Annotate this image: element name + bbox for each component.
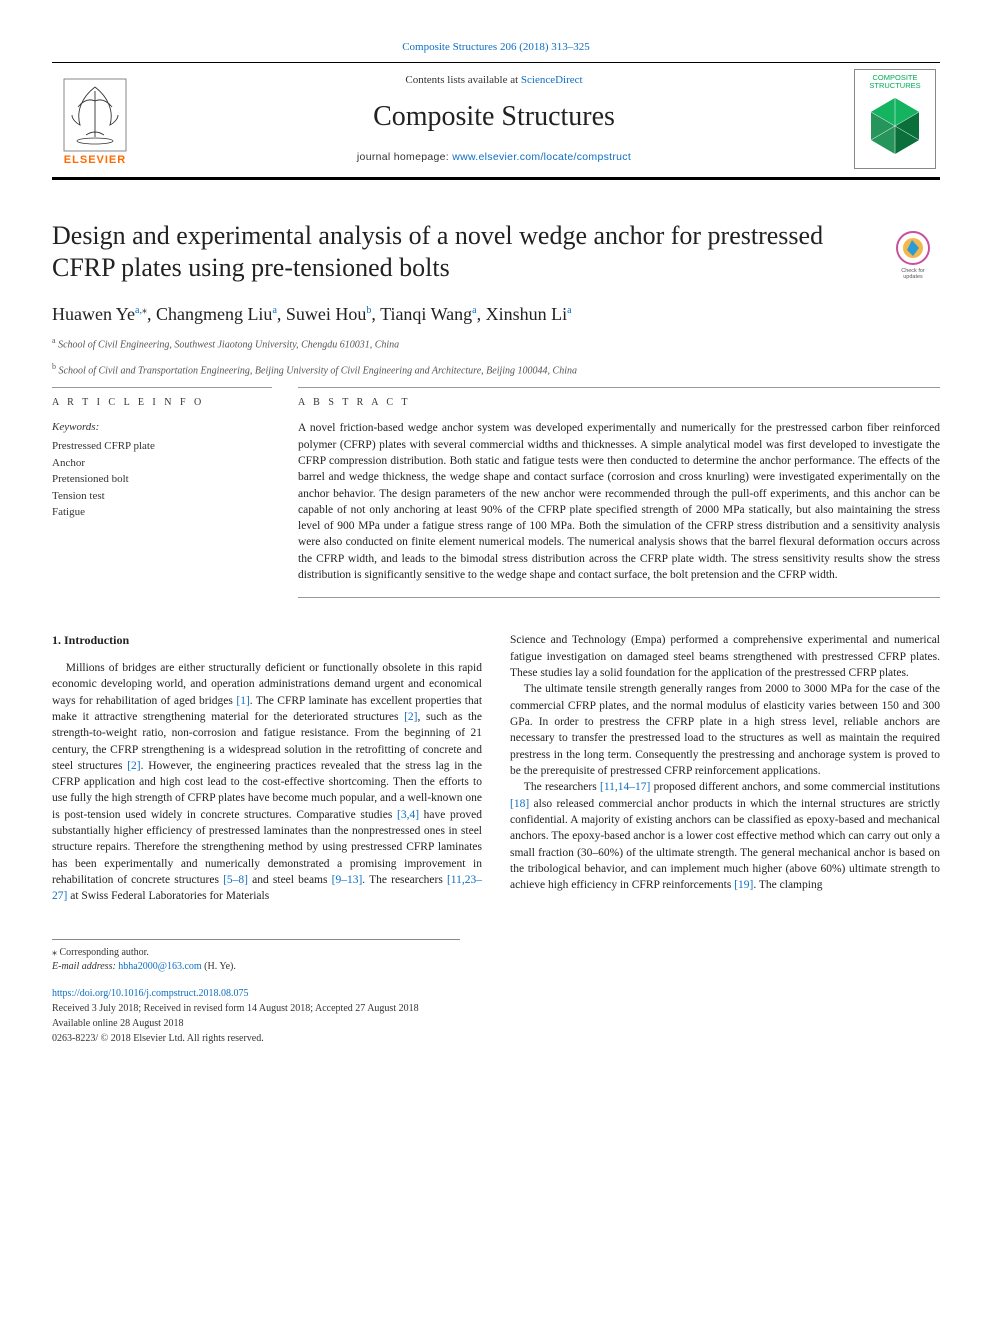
citation-link[interactable]: [18] [510,798,529,810]
keyword: Anchor [52,455,272,472]
body-paragraph: Millions of bridges are either structura… [52,660,482,905]
keyword: Tension test [52,488,272,505]
citation-link[interactable]: [9–13] [332,874,363,886]
article-info-heading: A R T I C L E I N F O [52,387,272,411]
homepage-line: journal homepage: www.elsevier.com/locat… [144,150,844,165]
abstract-heading: A B S T R A C T [298,387,940,411]
citation-link[interactable]: [19] [734,879,753,891]
body-paragraph: Science and Technology (Empa) performed … [510,632,940,681]
journal-ref-link[interactable]: Composite Structures 206 (2018) 313–325 [52,40,940,56]
affiliation: b School of Civil and Transportation Eng… [52,361,940,379]
citation-link[interactable]: [2] [404,711,417,723]
elsevier-tree-icon [62,77,128,153]
authors-line: Huawen Yea,⁎, Changmeng Liua, Suwei Houb… [52,301,940,327]
journal-cover-icon [865,92,925,160]
check-updates-badge[interactable]: Check for updates [886,226,940,280]
svg-text:updates: updates [903,274,923,280]
pub-online: Available online 28 August 2018 [52,1018,183,1029]
publication-info: https://doi.org/10.1016/j.compstruct.201… [52,986,940,1046]
elsevier-wordmark: ELSEVIER [64,153,126,169]
pub-dates: Received 3 July 2018; Received in revise… [52,1003,419,1014]
citation-link[interactable]: [3,4] [397,809,419,821]
doi-link[interactable]: https://doi.org/10.1016/j.compstruct.201… [52,988,248,999]
author-email-link[interactable]: hbha2000@163.com [118,961,201,972]
journal-header: ELSEVIER Contents lists available at Sci… [52,62,940,180]
abstract-text: A novel friction-based wedge anchor syst… [298,420,940,583]
citation-link[interactable]: [2] [127,760,140,772]
corresponding-author-note: ⁎ Corresponding author. [52,946,460,960]
citation-link[interactable]: [1] [236,695,249,707]
keywords-label: Keywords: [52,420,272,436]
contents-line: Contents lists available at ScienceDirec… [144,73,844,89]
body-column-right: Science and Technology (Empa) performed … [510,632,940,904]
journal-cover-thumbnail: COMPOSITE STRUCTURES [854,69,936,169]
pub-copyright: 0263-8223/ © 2018 Elsevier Ltd. All righ… [52,1033,264,1044]
citation-link[interactable]: [5–8] [223,874,248,886]
sciencedirect-link[interactable]: ScienceDirect [521,74,583,86]
email-note: E-mail address: hbha2000@163.com (H. Ye)… [52,960,460,974]
elsevier-logo: ELSEVIER [56,69,134,169]
body-column-left: 1. Introduction Millions of bridges are … [52,632,482,904]
body-paragraph: The ultimate tensile strength generally … [510,681,940,779]
intro-heading: 1. Introduction [52,632,482,649]
journal-homepage-link[interactable]: www.elsevier.com/locate/compstruct [452,151,631,163]
journal-name: Composite Structures [144,97,844,138]
keyword: Pretensioned bolt [52,471,272,488]
body-paragraph: The researchers [11,14–17] proposed diff… [510,779,940,893]
citation-link[interactable]: [11,14–17] [600,781,650,793]
citation-link[interactable]: [11,23–27] [52,874,482,902]
keyword: Fatigue [52,504,272,521]
affiliation: a School of Civil Engineering, Southwest… [52,335,940,353]
article-title: Design and experimental analysis of a no… [52,220,870,285]
keyword: Prestressed CFRP plate [52,438,272,455]
